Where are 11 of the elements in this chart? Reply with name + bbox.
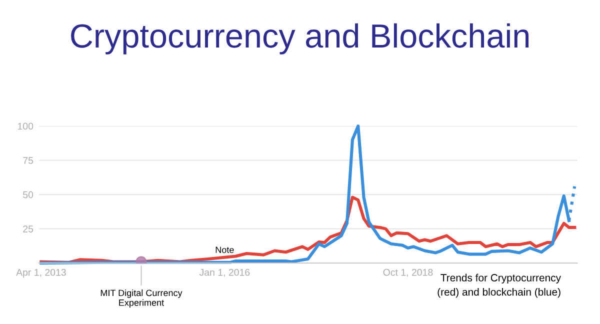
chart-title: Cryptocurrency and Blockchain <box>71 23 529 54</box>
annotation: MIT Digital Currency Experiment <box>100 289 182 308</box>
y-tick-label: 75 <box>23 157 34 164</box>
x-tick-label: Apr 1, 2013 <box>16 268 66 278</box>
y-tick-label: 50 <box>23 191 34 198</box>
text: Trends for Cryptocurrency (red) and blockchain (blue) <box>438 274 561 298</box>
annotation: Note <box>216 246 234 254</box>
x-tick-label: Jan 1, 2016 <box>199 268 250 277</box>
y-tick-label: 25 <box>23 226 34 232</box>
y-tick-label: 100 <box>18 122 34 130</box>
x-tick-label: Oct 1, 2018 <box>383 268 433 277</box>
